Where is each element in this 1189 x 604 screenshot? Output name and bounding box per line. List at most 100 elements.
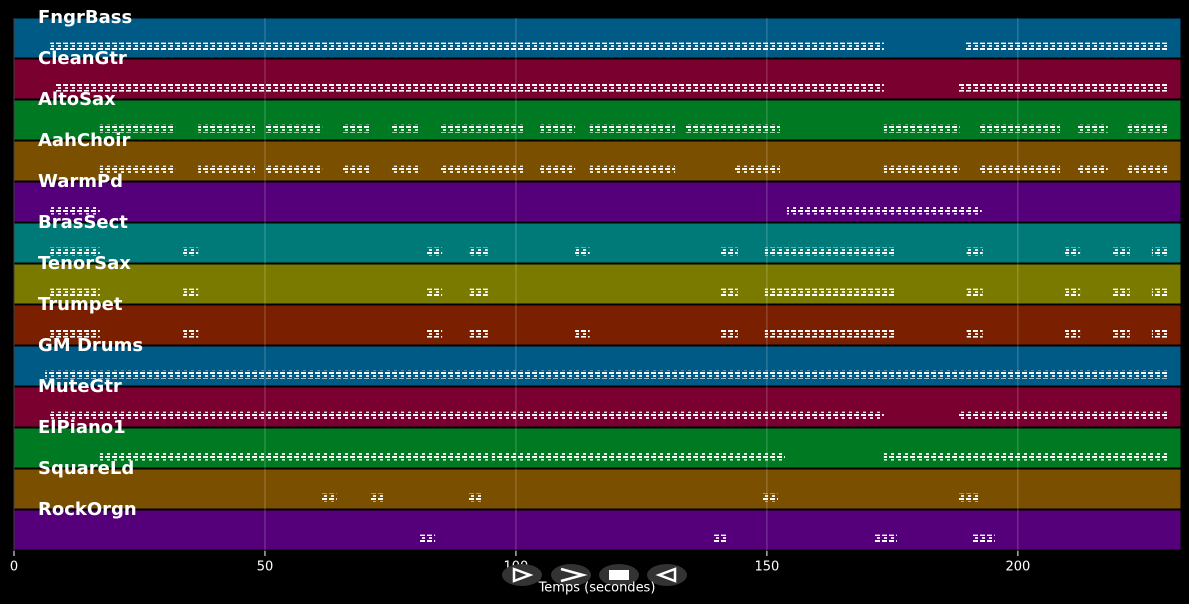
track-lane — [13, 140, 1182, 182]
note-segment — [713, 534, 728, 543]
track-name: Trumpet — [38, 294, 123, 315]
track-name: AahChoir — [38, 130, 130, 151]
note-segment — [786, 206, 982, 215]
note-segment — [389, 124, 421, 133]
note-segment — [575, 329, 590, 338]
track-name: ElPiano1 — [38, 417, 126, 438]
track-name: SquareLd — [38, 458, 134, 479]
note-segment — [467, 493, 483, 502]
note-segment — [966, 247, 983, 256]
note-segment — [50, 206, 100, 215]
note-segment — [491, 452, 785, 461]
labels: FngrBass CleanGtr AltoSax AahChoir WarmPd Bra… — [38, 7, 143, 520]
note-segment — [425, 288, 443, 297]
x-tick-label: 0 — [10, 560, 18, 575]
x-tick-label: 50 — [257, 560, 274, 575]
x-axis-label: Temps (secondes) — [538, 581, 656, 596]
track-name: BrasSect — [38, 212, 128, 233]
notes — [45, 42, 1168, 543]
note-segment — [733, 165, 780, 174]
stop-button[interactable] — [599, 564, 639, 586]
track-lane — [13, 222, 1182, 264]
note-segment — [957, 411, 1168, 420]
note-segment — [1065, 329, 1081, 338]
track-lane — [13, 263, 1182, 305]
track-lane — [13, 468, 1182, 510]
note-segment — [183, 247, 199, 256]
note-segment — [1151, 329, 1168, 338]
track-lane — [13, 17, 1182, 59]
note-segment — [425, 247, 443, 256]
note-segment — [883, 165, 960, 174]
track-name: AltoSax — [38, 89, 116, 110]
note-segment — [719, 247, 738, 256]
track-name: GM Drums — [38, 335, 143, 356]
note-segment — [1065, 288, 1081, 297]
note-segment — [1127, 165, 1168, 174]
track-lane — [13, 58, 1182, 100]
note-segment — [972, 534, 995, 543]
track-name: WarmPd — [38, 171, 123, 192]
note-segment — [99, 124, 176, 133]
note-segment — [50, 42, 884, 51]
note-segment — [719, 329, 738, 338]
track-name: MuteGtr — [38, 376, 122, 397]
note-segment — [55, 83, 884, 92]
track-lane — [13, 427, 1182, 469]
note-segment — [589, 124, 676, 133]
play-button[interactable] — [502, 564, 542, 586]
note-segment — [540, 165, 576, 174]
note-segment — [685, 124, 780, 133]
grid — [13, 18, 1019, 551]
note-segment — [540, 124, 576, 133]
note-segment — [957, 83, 1168, 92]
note-segment — [198, 124, 255, 133]
note-segment — [440, 124, 525, 133]
note-segment — [425, 329, 443, 338]
track-lane — [13, 386, 1182, 428]
note-segment — [874, 534, 897, 543]
track-name: RockOrgn — [38, 499, 137, 520]
track-lane — [13, 345, 1182, 387]
x-tick-label: 150 — [754, 560, 779, 575]
track-lane — [13, 181, 1182, 223]
note-segment — [50, 411, 884, 420]
note-segment — [1112, 288, 1130, 297]
track-name: CleanGtr — [38, 48, 127, 69]
note-segment — [966, 288, 983, 297]
note-segment — [50, 288, 100, 297]
forward-button[interactable] — [551, 564, 591, 586]
note-segment — [575, 247, 590, 256]
note-segment — [979, 165, 1061, 174]
note-segment — [469, 288, 488, 297]
note-segment — [957, 493, 980, 502]
note-segment — [966, 329, 983, 338]
note-segment — [469, 329, 488, 338]
x-tick-label: 200 — [1005, 560, 1030, 575]
note-segment — [341, 165, 370, 174]
note-segment — [1127, 124, 1168, 133]
note-segment — [440, 165, 525, 174]
note-segment — [764, 288, 895, 297]
note-segment — [719, 288, 738, 297]
track-lane — [13, 509, 1182, 551]
note-segment — [264, 124, 323, 133]
note-segment — [99, 165, 176, 174]
controls — [502, 564, 687, 586]
note-segment — [1078, 124, 1108, 133]
note-segment — [50, 247, 100, 256]
note-segment — [264, 165, 323, 174]
note-segment — [469, 247, 488, 256]
note-segment — [979, 124, 1061, 133]
note-segment — [1151, 247, 1168, 256]
note-segment — [589, 165, 676, 174]
note-segment — [389, 165, 421, 174]
note-segment — [183, 329, 199, 338]
note-segment — [764, 329, 895, 338]
track-lane — [13, 99, 1182, 141]
note-segment — [761, 493, 778, 502]
back-button[interactable] — [647, 564, 687, 586]
note-segment — [964, 42, 1168, 51]
